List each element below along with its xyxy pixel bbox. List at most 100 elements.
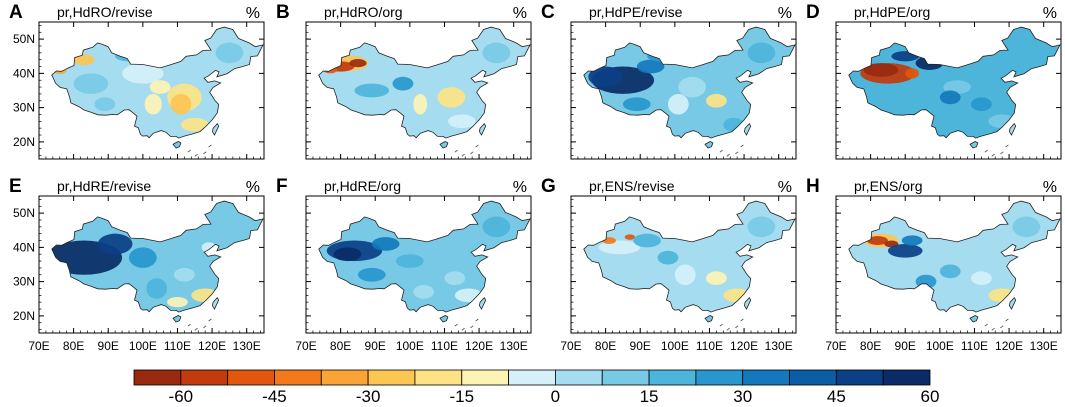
field-patch [396,254,424,268]
lat-label: 50N [13,206,35,220]
colorbar-swatch [274,369,322,386]
taiwan-island [743,123,752,136]
taiwan-island [478,297,487,310]
panel-title: pr,HdRO/revise [57,4,153,20]
lon-label: 130E [765,339,793,353]
panel-letter: F [276,176,288,197]
colorbar-label: -60 [169,387,194,406]
lon-label: 90E [895,339,916,353]
dash-mark [194,327,198,331]
field-patch [633,233,662,248]
hainan-island [704,141,714,149]
field-patch [678,76,707,98]
china-border [848,26,1061,139]
dash-mark [461,153,465,157]
field-patch [215,216,244,238]
colorbar: -60 -45 -30 -15 0 15 30 45 60 [133,369,939,406]
lon-label: 120E [198,339,226,353]
lon-label: 90E [98,339,119,353]
colorbar-swatch [367,369,416,386]
taiwan-island [1008,297,1017,310]
lon-label: 110E [961,339,988,353]
lat-label: 30N [13,101,35,115]
colorbar-swatch [508,369,556,386]
china-border [318,26,531,139]
lon-label: 100E [396,339,424,353]
field-patch [588,66,623,88]
panel-unit: % [1043,179,1057,196]
taiwan-island [211,123,220,136]
colorbar-swatch [742,369,790,386]
field-patch [180,117,209,132]
lon-label: 80E [860,339,881,353]
field-patch [73,73,109,94]
field-patch [482,42,511,64]
field-patch [357,267,386,282]
field-patch [215,42,244,64]
field-patch [413,93,428,115]
dash-mark [719,323,723,327]
field-patch [636,59,665,74]
panel-letter: A [9,2,23,23]
colorbar-label: 30 [733,387,752,406]
field-patch [939,264,961,279]
colorbar-swatch [133,369,182,386]
dash-mark [187,149,191,153]
dash-mark [1000,151,1004,155]
lon-label: 80E [330,339,351,353]
field-patch [971,97,992,112]
colorbar-swatch [461,369,509,386]
lon-label: 120E [465,339,493,353]
panel-title: pr,HdRE/org [324,178,401,194]
hainan-island [969,141,979,149]
panel-unit: % [778,179,792,196]
hainan-island [969,315,979,323]
lat-label: 40N [13,240,35,254]
field-patch [437,87,466,108]
taiwan-island [1008,123,1017,136]
dash-mark [203,325,207,329]
lon-label: 70E [560,339,581,353]
dash-mark [984,149,988,153]
lon-label: 100E [926,339,954,353]
colorbar-label: -30 [356,387,381,406]
panel-letter: G [541,176,556,197]
dash-mark [740,144,744,148]
map-panel-h: 70E 80E 90E 100E 110E 120E 130E H pr,ENS/org% [806,176,1062,353]
colorbar-swatch [227,369,275,386]
field-patch [706,93,727,108]
field-patch [371,237,400,251]
colorbar-swatch [695,369,744,386]
lon-label: 70E [295,339,316,353]
panel-unit: % [246,179,260,196]
field-patch [122,63,164,84]
china-border [51,26,264,139]
panel-title: pr,ENS/org [854,178,922,194]
field-patch [901,235,923,246]
lon-label: 130E [233,339,261,353]
colorbar-swatch [601,369,650,386]
dash-mark [208,144,212,148]
panel-letter: H [806,176,820,197]
dash-mark [461,327,465,331]
field-patch [354,83,390,98]
dash-mark [740,318,744,322]
field-patch [971,271,992,286]
field-patch [170,93,192,115]
field-patch [174,267,195,282]
field-patch [863,63,899,77]
dash-mark [208,318,212,322]
lon-label: 70E [825,339,846,353]
dash-mark [470,325,474,329]
dash-mark [984,323,988,327]
field-patch [622,97,651,112]
panel-unit: % [513,179,527,196]
colorbar-label: 15 [640,387,659,406]
china-border [583,26,796,139]
panel-title: pr,HdRE/revise [57,178,151,194]
field-patch [349,58,367,68]
lon-label: 100E [661,339,689,353]
field-patch [667,93,689,115]
